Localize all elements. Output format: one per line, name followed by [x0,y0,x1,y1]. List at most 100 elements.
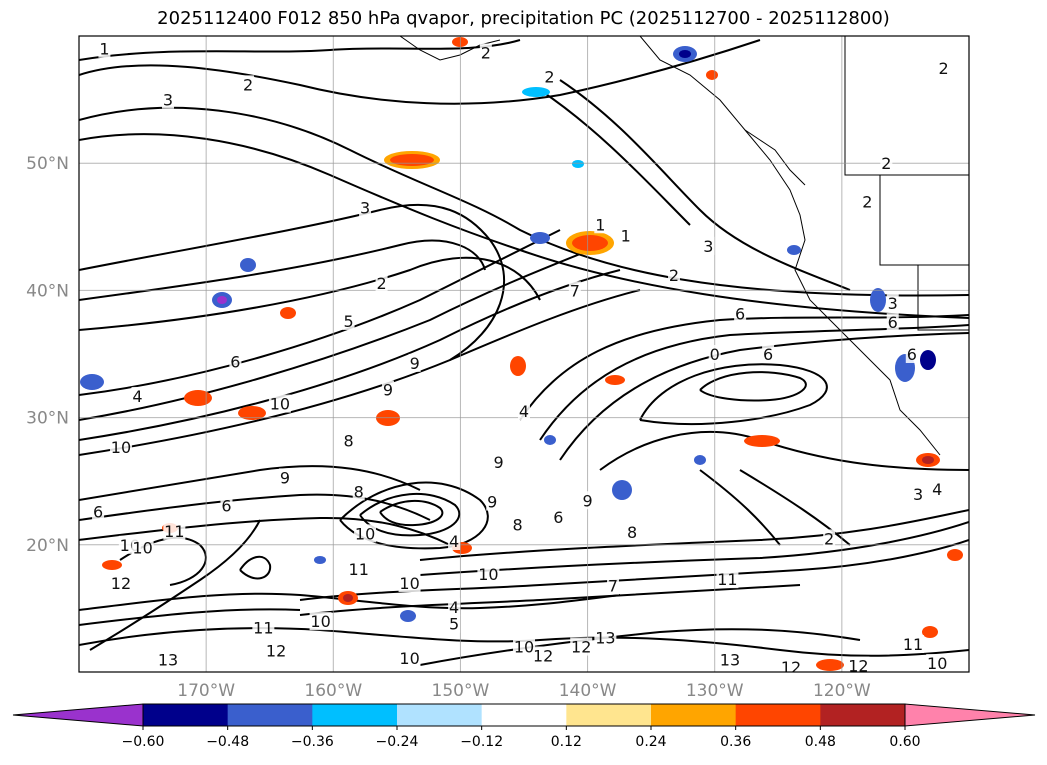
contour-label-bg [570,637,593,656]
contour-label-bg [931,479,944,498]
contour-value-label: 1 [99,40,109,59]
contour-value-label: 10 [399,649,419,668]
contour-label-bg [568,281,581,300]
colorbar-tick-label: −0.24 [376,734,419,750]
contour-value-label: 8 [513,515,523,534]
colorbar-segment [143,704,229,726]
contour-value-label: 10 [270,395,290,414]
contour-value-label: 11 [164,522,184,541]
colorbar-segment [312,704,398,726]
colorbar-segment [735,704,821,726]
contour-label-bg [511,515,524,534]
contour-value-label: 9 [487,493,497,512]
contour-value-label: 2 [544,68,554,87]
contour-label-bg [229,352,242,371]
contour-value-label: 6 [763,345,773,364]
contour-label-bg [926,654,949,672]
contour-label-bg [880,154,893,173]
contour-value-label: 4 [449,532,459,551]
colorbar-tick-label: 0.60 [889,734,920,750]
contour-value-label: 7 [570,281,580,300]
contour-label-bg [702,236,715,255]
latitude-labels: 50°N 40°N 30°N 20°N [26,154,69,556]
contour-value-label: 3 [163,91,173,110]
contour-label-bg [552,507,565,526]
contour-label-bg [762,345,775,363]
contour-value-label: 10 [111,438,131,457]
contour-value-label: 6 [230,353,240,372]
contour-label-bg [513,637,535,656]
contour-label-bg [581,491,594,510]
contour-value-label: 9 [582,491,592,510]
colorbar-tick-label: 0.36 [720,734,751,750]
contour-value-label: 0 [710,345,720,364]
contour-value-label: 13 [720,650,740,669]
contour-value-label: 2 [377,274,387,293]
contour-value-label: 10 [132,538,152,557]
contour-value-label: 6 [553,508,563,527]
contour-label-bg [309,612,332,631]
contour-label-bg [109,437,132,456]
contour-label-bg [352,482,365,501]
colorbar-tick-label: 0.12 [551,734,582,750]
colorbar-segment [227,704,313,726]
contour-label-bg [162,90,174,109]
colorbar-tick-label: −0.12 [460,734,503,750]
contour-value-label: 2 [243,75,253,94]
contour-label-bg [359,198,372,217]
contour-label-bg [375,273,388,292]
contour-value-label: 6 [221,496,231,515]
contour-value-label: 9 [410,354,420,373]
longitude-tick-label: 150°W [432,681,490,701]
longitude-tick-label: 120°W [813,681,871,701]
contour-label-bg [157,650,179,669]
contour-label-bg [408,353,421,372]
contour-value-label: 12 [848,657,868,676]
contour-label-bg [220,496,233,515]
contour-value-label: 4 [449,598,459,617]
contour-value-label: 9 [383,381,393,400]
colorbar-tick-label: −0.48 [206,734,249,750]
contour-label-bg [780,657,802,672]
contour-value-label: 8 [343,431,353,450]
contour-value-label: 13 [595,629,615,648]
contour-value-label: 11 [717,570,737,589]
colorbar-tick-label: 0.48 [805,734,836,750]
contour-label-bg [163,521,186,540]
contour-value-label: 8 [627,523,637,542]
contour-value-label: 6 [735,304,745,323]
colorbar-segment [566,704,652,726]
contour-label-bg [252,618,275,637]
contour-value-label: 10 [310,612,330,631]
contour-value-label: 11 [903,635,923,654]
colorbar-tick-label: −0.36 [291,734,334,750]
contour-label-bg [847,656,870,672]
contour-value-label: 2 [824,529,834,548]
colorbar-frame [142,703,906,727]
contour-value-label: 3 [888,294,898,313]
latitude-tick-label: 50°N [26,154,69,174]
contour-value-label: 9 [493,453,503,472]
contour-label-bg [278,468,291,487]
contour-value-label: 2 [669,266,679,285]
contour-label-bg [448,531,461,550]
colorbar-over-arrow [904,703,1036,727]
contour-label-bg [734,304,747,323]
contour-label-bg [886,294,899,313]
contour-label-bg [92,502,105,521]
contour-label-bg [619,226,632,245]
contour-value-label: 2 [881,154,891,173]
contour-label-bg [242,75,255,94]
contour-value-label: 12 [781,658,801,677]
contour-label-bg [912,484,925,503]
contour-label-bg [902,635,925,654]
contour-label-bg [342,311,355,330]
contour-value-label: 10 [355,524,375,543]
colorbar: −0.60 −0.48 −0.36 −0.24 −0.12 0.12 0.24 0.36 0.4… [12,703,1036,750]
contour-value-label: 5 [449,615,459,634]
contour-value-label: 12 [266,641,286,660]
contour-value-label: 3 [360,199,370,218]
contour-label-bg [716,570,739,589]
longitude-tick-label: 160°W [304,681,362,701]
